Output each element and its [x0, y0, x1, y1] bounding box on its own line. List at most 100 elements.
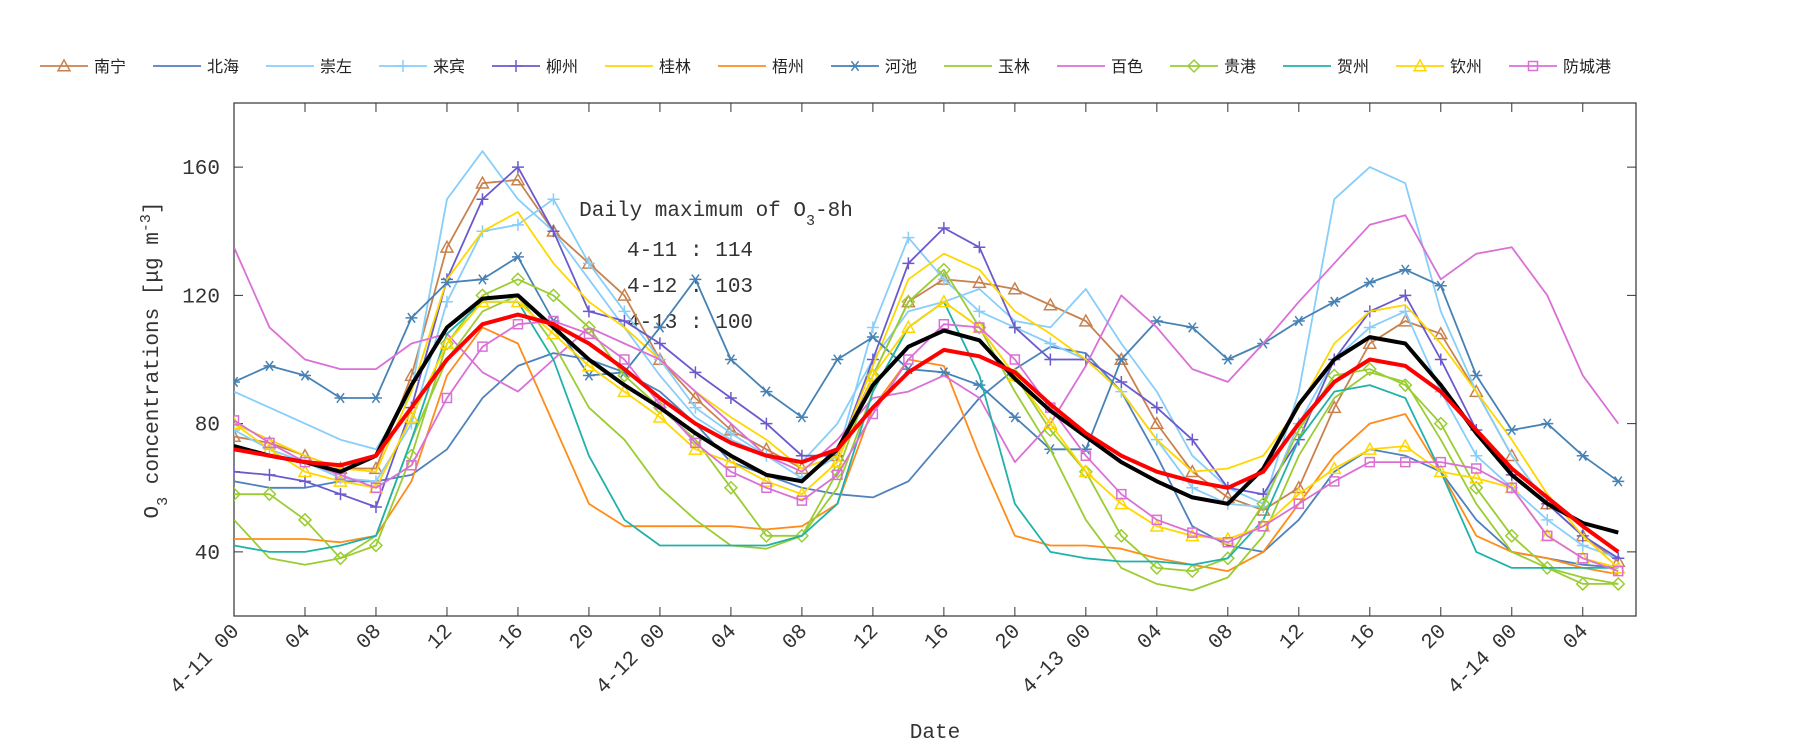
series-marker: [1114, 528, 1129, 543]
series-line: [234, 198, 1619, 560]
series-marker: [937, 367, 950, 378]
series-marker: [724, 354, 737, 365]
series-marker: [475, 175, 490, 189]
series-marker: [1541, 418, 1554, 429]
series-marker: [1008, 321, 1021, 334]
series-marker: [582, 370, 595, 381]
series-marker: [441, 392, 453, 404]
series-marker: [1116, 488, 1127, 500]
series-marker: [1009, 354, 1021, 365]
series-marker: [583, 328, 595, 340]
legend-label: 玉林: [998, 57, 1030, 76]
series-marker: [1399, 305, 1412, 318]
series-marker: [617, 384, 632, 398]
series-marker: [1044, 337, 1057, 350]
x-tick-label: 4-11 00: [166, 621, 245, 700]
text-part: 3: [806, 213, 815, 230]
series-marker: [1613, 565, 1624, 577]
series-marker: [725, 466, 737, 477]
series-marker: [1362, 335, 1378, 350]
series-marker: [972, 275, 987, 289]
series-marker: [690, 437, 701, 449]
text-part: O: [142, 506, 165, 519]
series-marker: [1187, 527, 1198, 538]
series-marker: [1115, 354, 1128, 365]
series-marker: [973, 241, 986, 254]
text-part: Daily maximum of O: [579, 200, 806, 223]
legend-label: 贺州: [1337, 57, 1369, 76]
series-marker: [439, 239, 455, 253]
series-marker: [368, 538, 384, 553]
series-marker: [1078, 464, 1093, 479]
x-tick-label: 08: [1205, 621, 1239, 655]
series-line: [234, 214, 1620, 473]
series-marker: [796, 495, 808, 506]
series-marker: [901, 294, 916, 308]
series-line: [234, 255, 1619, 483]
series-line: [234, 320, 1619, 572]
series-marker: [617, 287, 632, 301]
legend-marker: [1527, 60, 1539, 72]
series-marker: [1149, 560, 1164, 575]
series-marker: [1221, 354, 1234, 365]
series-marker: [1399, 289, 1412, 302]
series-marker: [795, 449, 808, 462]
series-marker: [689, 366, 702, 379]
plot-clip-group: [234, 150, 1626, 592]
series-marker: [333, 473, 348, 487]
series-marker: [1577, 553, 1589, 564]
series-marker: [1471, 463, 1482, 474]
x-tick-label: 04: [282, 621, 316, 655]
series-marker: [234, 465, 240, 478]
series-marker: [865, 368, 880, 383]
series-marker: [440, 277, 453, 288]
series-marker: [1504, 528, 1519, 543]
series-marker: [760, 417, 773, 430]
series-line: [234, 166, 1619, 560]
series-marker: [510, 294, 526, 308]
series-marker: [512, 318, 524, 330]
series-marker: [439, 336, 455, 351]
legend-label: 崇左: [320, 57, 352, 76]
series-marker: [761, 482, 772, 493]
series-marker: [234, 428, 242, 442]
series-marker: [936, 294, 952, 308]
series-marker: [511, 161, 524, 174]
series-marker: [1185, 528, 1200, 542]
series-line: [234, 312, 1620, 554]
annotation-line: 4-11 : 114: [627, 240, 753, 263]
series-marker: [1506, 482, 1518, 493]
series-marker: [1434, 280, 1447, 292]
series-marker: [405, 312, 418, 324]
series-marker: [1398, 313, 1413, 327]
series-marker: [1291, 480, 1307, 494]
legend-label: 钦州: [1450, 57, 1482, 76]
series-marker: [1504, 448, 1520, 462]
series-marker: [1186, 481, 1199, 494]
x-tick-label: 12: [850, 621, 884, 655]
series-marker: [759, 528, 774, 543]
series-marker: [936, 262, 951, 277]
series-marker: [903, 354, 914, 365]
x-tick-label: 04: [708, 621, 742, 655]
text-part: ]: [142, 202, 165, 215]
legend-label: 柳州: [546, 57, 578, 76]
series-marker: [510, 272, 526, 287]
series-marker: [619, 354, 630, 365]
series-marker: [334, 392, 347, 404]
series-marker: [866, 321, 879, 334]
series-marker: [333, 551, 348, 566]
legend-label: 河池: [885, 57, 917, 76]
series-marker: [1186, 322, 1199, 333]
legend-marker: [1186, 58, 1202, 74]
legend-label: 来宾: [433, 57, 465, 76]
series-marker: [689, 401, 702, 414]
series-marker: [547, 225, 560, 238]
legend-label: 贵港: [1224, 57, 1256, 76]
series-marker: [1469, 470, 1484, 484]
series-marker: [794, 486, 810, 500]
series-marker: [406, 460, 417, 471]
series-marker: [1327, 400, 1342, 414]
series-marker: [1222, 537, 1234, 548]
x-axis-label: Date: [910, 722, 960, 745]
